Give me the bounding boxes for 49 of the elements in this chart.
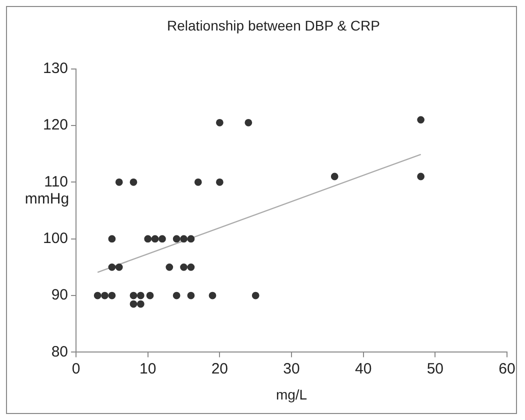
point [172,235,180,243]
point [216,118,224,126]
point [146,292,154,300]
x-tick-label: 10 [140,360,156,378]
point [172,292,180,300]
point [216,178,224,186]
y-tick-label: 80 [51,343,68,360]
point [108,235,116,243]
y-tick-label: 90 [51,286,68,304]
point [180,235,188,243]
y-tick-label: 120 [42,116,68,134]
x-tick-label: 0 [72,360,80,378]
point [166,263,174,271]
x-tick-label: 50 [426,360,444,378]
point [417,116,425,124]
point [252,292,260,300]
point [158,235,166,243]
point [101,292,108,300]
y-tick-label: 130 [42,60,68,77]
point [115,263,123,271]
x-tick-label: 40 [355,360,372,378]
chart-title: Relationship between DBP & CRP [167,17,380,34]
point [187,292,195,300]
point [187,263,195,271]
point [151,235,159,243]
point [130,292,138,300]
point [136,292,144,300]
point [108,292,116,300]
point [417,172,425,180]
point [330,172,338,180]
point [130,300,138,308]
point [136,300,144,308]
y-tick-label: 110 [44,173,68,190]
point [94,292,102,300]
point [115,178,123,186]
point [187,235,195,243]
point [108,263,116,271]
x-tick-label: 30 [283,360,300,378]
y-axis-title: mmHg [24,190,70,208]
point [180,263,188,271]
y-tick-label: 100 [42,230,68,247]
point [144,235,152,243]
point [208,292,216,300]
x-axis-title: mg/L [276,386,308,402]
point [194,178,202,186]
point [130,178,138,186]
point [244,118,252,126]
x-tick-label: 60 [498,360,516,378]
x-tick-label: 20 [211,360,228,378]
